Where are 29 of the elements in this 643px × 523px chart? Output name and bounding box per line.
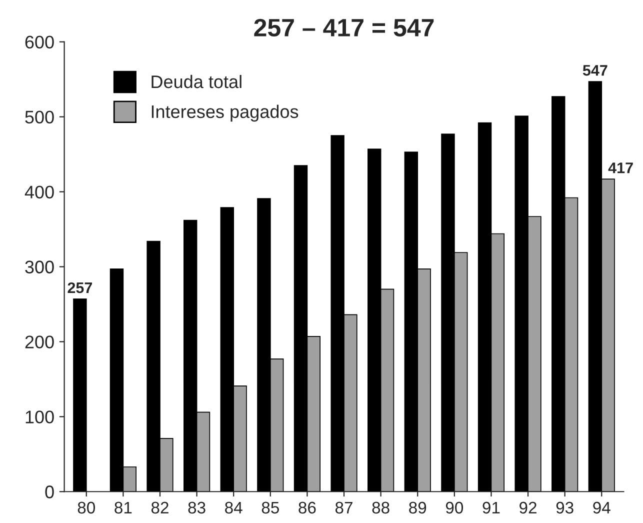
x-tick-label: 91 <box>482 502 500 514</box>
y-tick-label: 600 <box>25 36 54 49</box>
y-tick-label: 400 <box>24 186 54 198</box>
data-label: 257 <box>68 282 92 294</box>
x-tick-label: 82 <box>151 502 168 514</box>
data-label: 547 <box>582 65 608 76</box>
legend-label: Intereses pagados <box>152 104 298 122</box>
x-tick-label: 83 <box>188 502 206 514</box>
chart-title: 257 – 417 = 547 <box>254 18 434 37</box>
x-tick-label: 94 <box>593 502 610 514</box>
x-tick-label: 85 <box>262 502 279 514</box>
legend-label: Deuda total <box>152 74 242 88</box>
x-tick-label: 80 <box>78 502 95 514</box>
x-tick-label: 89 <box>409 502 426 514</box>
y-tick-label: 100 <box>26 410 54 424</box>
x-tick-label: 92 <box>520 502 536 514</box>
x-tick-label: 88 <box>372 502 390 514</box>
y-tick-label: 300 <box>25 260 54 274</box>
x-tick-label: 93 <box>556 502 574 514</box>
data-label: 417 <box>608 162 633 174</box>
bar <box>73 298 87 492</box>
x-tick-label: 90 <box>446 502 464 514</box>
x-tick-label: 86 <box>298 502 316 514</box>
y-tick-label: 0 <box>45 486 54 498</box>
x-tick-label: 87 <box>335 502 352 514</box>
x-tick-label: 81 <box>114 502 132 514</box>
y-tick-label: 500 <box>25 110 54 124</box>
y-tick-label: 200 <box>25 336 54 348</box>
x-tick-label: 84 <box>225 502 242 514</box>
